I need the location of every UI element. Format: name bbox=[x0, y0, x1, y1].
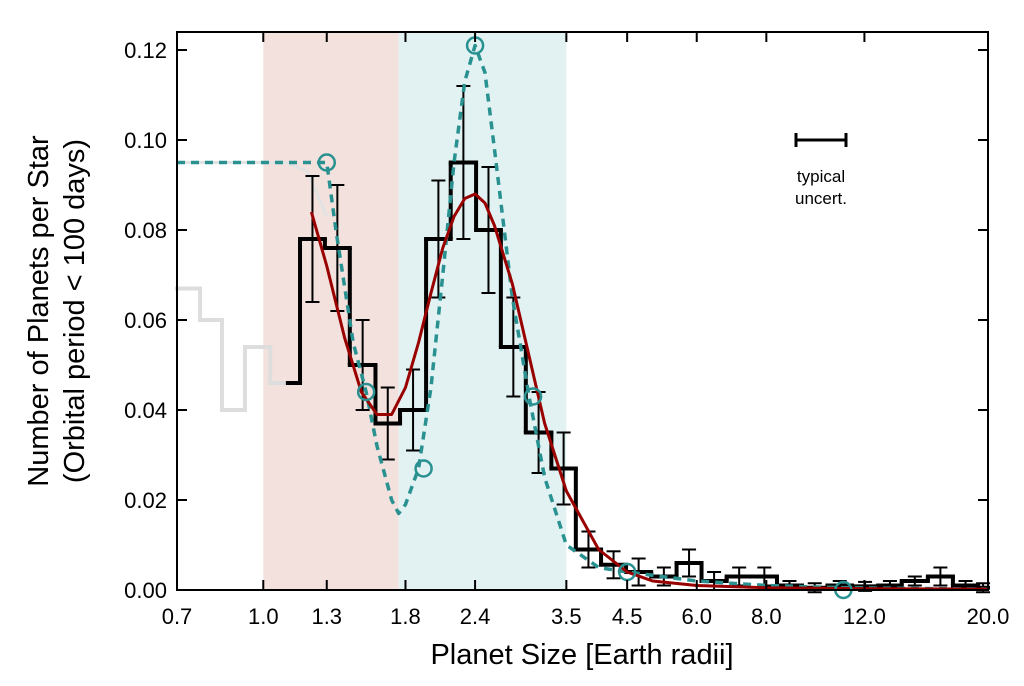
x-tick-label: 12.0 bbox=[843, 604, 886, 629]
background-layer bbox=[263, 32, 567, 590]
x-tick-label: 1.0 bbox=[248, 604, 279, 629]
y-tick-label: 0.12 bbox=[124, 38, 167, 63]
x-tick-label: 1.8 bbox=[390, 604, 421, 629]
y-tick-label: 0.08 bbox=[124, 218, 167, 243]
error-bar bbox=[481, 166, 496, 294]
error-bar bbox=[305, 175, 320, 303]
x-tick-label: 4.5 bbox=[612, 604, 643, 629]
x-tick-label: 20.0 bbox=[967, 604, 1010, 629]
y-tick-label: 0.04 bbox=[124, 398, 167, 423]
point bbox=[414, 459, 433, 478]
y-tick-label: 0.06 bbox=[124, 308, 167, 333]
axes-layer: 0.7 1.0 1.3 1.8 2.4 3.5 4.5 6.0 8.0 12.0 20.0 0.00 0… bbox=[124, 32, 1009, 629]
x-tick-label: 6.0 bbox=[681, 604, 712, 629]
error-bar bbox=[933, 566, 948, 587]
point bbox=[356, 382, 376, 402]
y-axis-label: Number of Planets per Star bbox=[23, 135, 55, 487]
error-bar bbox=[907, 575, 922, 587]
x-tick-label: 2.4 bbox=[460, 604, 491, 629]
x-tick-label: 8.0 bbox=[751, 604, 782, 629]
y-axis-label: (Orbital period < 100 days) bbox=[59, 139, 91, 483]
x-tick-label: 3.5 bbox=[551, 604, 582, 629]
annotation: typical bbox=[797, 167, 845, 186]
shaded-region bbox=[398, 32, 567, 590]
error-bar bbox=[431, 179, 446, 299]
y-tick-label: 0.00 bbox=[124, 578, 167, 603]
marks-layer bbox=[175, 36, 991, 600]
annotation: uncert. bbox=[795, 189, 847, 208]
plot-frame bbox=[176, 31, 989, 591]
y-tick-label: 0.10 bbox=[124, 128, 167, 153]
error-bar bbox=[506, 296, 521, 398]
point bbox=[523, 387, 543, 406]
point bbox=[317, 153, 337, 172]
x-tick-label: 0.7 bbox=[162, 604, 193, 629]
x-axis-label: Planet Size [Earth radii] bbox=[430, 639, 733, 671]
x-tick-label: 1.3 bbox=[311, 604, 342, 629]
y-tick-label: 0.02 bbox=[124, 488, 167, 513]
error-bar bbox=[556, 431, 571, 506]
curve bbox=[309, 192, 989, 591]
error-bar bbox=[380, 386, 395, 461]
error-bar bbox=[606, 550, 621, 580]
error-bar bbox=[406, 368, 421, 452]
error-bar bbox=[682, 548, 697, 578]
